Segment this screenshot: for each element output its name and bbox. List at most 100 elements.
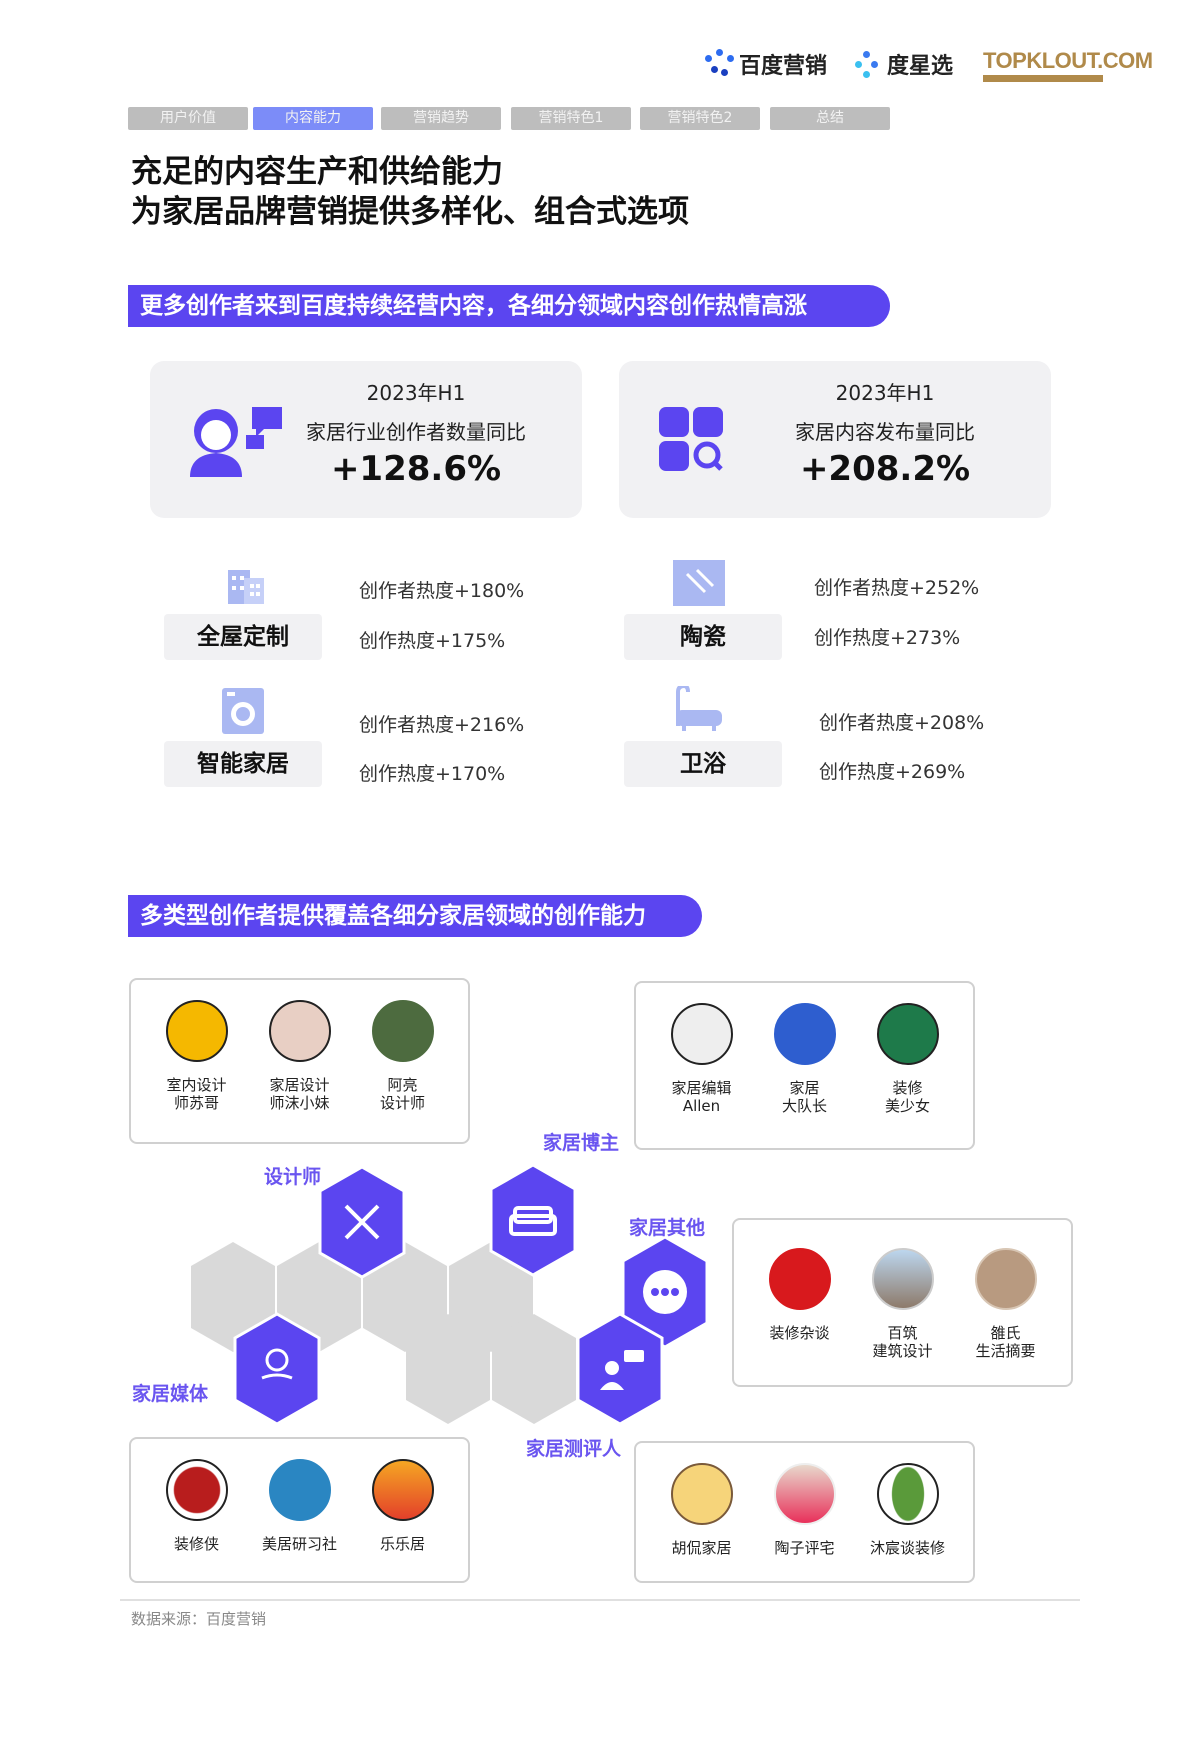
category-stat: 创作者热度+180% bbox=[359, 580, 525, 602]
apps-search-icon bbox=[659, 407, 723, 471]
category-stat: 创作热度+170% bbox=[359, 763, 506, 785]
avatar bbox=[974, 1248, 1037, 1310]
creator-icon bbox=[190, 407, 282, 477]
section2-banner: 多类型创作者提供覆盖各细分家居领域的创作能力 bbox=[128, 895, 702, 937]
more-dots-icon bbox=[643, 1270, 687, 1314]
creator-type-hex-cluster bbox=[191, 1163, 709, 1426]
category-whole-house: 全屋定制 bbox=[164, 614, 322, 660]
duxingxuan-logo: 度星选 bbox=[853, 48, 953, 80]
card-label: 家居内容发布量同比 bbox=[795, 420, 975, 444]
avatar bbox=[165, 1459, 228, 1521]
category-stat: 创作者热度+216% bbox=[359, 714, 525, 736]
creator-item[interactable]: 家居设计 师沫小妹 bbox=[255, 1000, 345, 1142]
duxingxuan-logo-icon bbox=[853, 49, 883, 79]
creator-item[interactable]: 乐乐居 bbox=[358, 1459, 448, 1581]
page-title-line2: 为家居品牌营销提供多样化、组合式选项 bbox=[131, 194, 689, 230]
card-label: 家居行业创作者数量同比 bbox=[306, 420, 526, 444]
creator-name: 装修 美少女 bbox=[884, 1079, 930, 1115]
globe-hand-icon bbox=[261, 1348, 293, 1380]
avatar bbox=[773, 1003, 836, 1065]
group-label-other: 家居其他 bbox=[629, 1217, 706, 1239]
person-chat-icon bbox=[600, 1350, 644, 1390]
category-stat: 创作者热度+252% bbox=[814, 577, 980, 599]
tab-marketing-trend[interactable]: 营销趋势 bbox=[381, 107, 501, 130]
section1-banner: 更多创作者来到百度持续经营内容，各细分领域内容创作热情高涨 bbox=[128, 285, 890, 327]
creator-item[interactable]: 沐宸谈装修 bbox=[863, 1463, 953, 1581]
hex-reviewer bbox=[576, 1312, 664, 1426]
creator-item[interactable]: 室内设计 师苏哥 bbox=[152, 1000, 242, 1142]
creator-name: 家居 大队长 bbox=[781, 1079, 827, 1115]
page-title-line1: 充足的内容生产和供给能力 bbox=[131, 154, 503, 190]
tab-summary[interactable]: 总结 bbox=[770, 107, 890, 130]
avatar bbox=[670, 1003, 733, 1065]
bathtub-icon bbox=[676, 686, 722, 731]
category-stat: 创作热度+175% bbox=[359, 630, 506, 652]
data-source: 数据来源：百度营销 bbox=[131, 1610, 267, 1628]
category-stat: 创作热度+269% bbox=[819, 761, 966, 783]
tile-icon bbox=[673, 560, 725, 606]
avatar bbox=[268, 1459, 331, 1521]
reviewer-box: 胡侃家居 陶子评宅 沐宸谈装修 bbox=[634, 1441, 975, 1583]
stat-card-creators: 2023年H1 家居行业创作者数量同比 +128.6% bbox=[150, 361, 582, 518]
card-value: +128.6% bbox=[330, 449, 502, 489]
topklout-logo: TOPKLOUT.COM bbox=[983, 48, 1153, 82]
topklout-logo-text: TOPKLOUT.COM bbox=[983, 48, 1153, 73]
avatar bbox=[768, 1248, 831, 1310]
creator-name: 沐宸谈装修 bbox=[869, 1539, 945, 1557]
creator-name: 乐乐居 bbox=[379, 1535, 425, 1553]
tab-user-value[interactable]: 用户价值 bbox=[128, 107, 248, 130]
creator-name: 陶子评宅 bbox=[774, 1539, 835, 1557]
baidu-marketing-logo: 百度营销 bbox=[705, 48, 827, 80]
card-period: 2023年H1 bbox=[835, 381, 935, 405]
avatar bbox=[871, 1248, 934, 1310]
category-smart-home: 智能家居 bbox=[164, 741, 322, 787]
group-label-blogger: 家居博主 bbox=[543, 1132, 620, 1154]
avatar bbox=[165, 1000, 228, 1062]
sofa-icon bbox=[509, 1206, 557, 1236]
creator-item[interactable]: 胡侃家居 bbox=[657, 1463, 747, 1581]
creator-item[interactable]: 美居研习社 bbox=[255, 1459, 345, 1581]
creator-name: 室内设计 师苏哥 bbox=[166, 1076, 227, 1112]
creator-item[interactable]: 装修侠 bbox=[152, 1459, 242, 1581]
card-period: 2023年H1 bbox=[366, 381, 466, 405]
creator-name: 家居编辑 Allen bbox=[671, 1079, 732, 1115]
category-bathroom: 卫浴 bbox=[624, 741, 782, 787]
creator-item[interactable]: 装修杂谈 bbox=[755, 1248, 845, 1385]
footer-divider bbox=[120, 1599, 1080, 1601]
creator-item[interactable]: 家居 大队长 bbox=[760, 1003, 850, 1148]
group-label-media: 家居媒体 bbox=[132, 1383, 209, 1405]
avatar bbox=[876, 1463, 939, 1525]
creator-item[interactable]: 阿亮 设计师 bbox=[358, 1000, 448, 1142]
card-value: +208.2% bbox=[799, 449, 971, 489]
creator-item[interactable]: 百筑 建筑设计 bbox=[858, 1248, 948, 1385]
avatar bbox=[670, 1463, 733, 1525]
other-box: 装修杂谈 百筑 建筑设计 雒氏 生活摘要 bbox=[732, 1218, 1073, 1387]
avatar bbox=[773, 1463, 836, 1525]
creator-name: 家居设计 师沫小妹 bbox=[269, 1076, 330, 1112]
tab-content-ability[interactable]: 内容能力 bbox=[253, 107, 373, 130]
duxingxuan-logo-text: 度星选 bbox=[887, 54, 954, 79]
group-label-reviewer: 家居测评人 bbox=[526, 1438, 622, 1460]
creator-item[interactable]: 雒氏 生活摘要 bbox=[961, 1248, 1051, 1385]
creator-name: 阿亮 设计师 bbox=[379, 1076, 425, 1112]
creator-name: 装修侠 bbox=[173, 1535, 219, 1553]
group-label-designer: 设计师 bbox=[264, 1166, 322, 1188]
creator-item[interactable]: 陶子评宅 bbox=[760, 1463, 850, 1581]
avatar bbox=[876, 1003, 939, 1065]
creator-name: 百筑 建筑设计 bbox=[872, 1324, 933, 1360]
tab-marketing-feature-1[interactable]: 营销特色1 bbox=[511, 107, 631, 130]
creator-item[interactable]: 装修 美少女 bbox=[863, 1003, 953, 1148]
baidu-logo-icon bbox=[705, 49, 735, 79]
building-icon bbox=[228, 570, 264, 604]
category-stat: 创作者热度+208% bbox=[819, 712, 985, 734]
avatar bbox=[371, 1459, 434, 1521]
tab-marketing-feature-2[interactable]: 营销特色2 bbox=[640, 107, 760, 130]
creator-name: 雒氏 生活摘要 bbox=[975, 1324, 1036, 1360]
media-box: 装修侠 美居研习社 乐乐居 bbox=[129, 1437, 470, 1583]
creator-item[interactable]: 家居编辑 Allen bbox=[657, 1003, 747, 1148]
avatar bbox=[371, 1000, 434, 1062]
creator-name: 胡侃家居 bbox=[671, 1539, 732, 1557]
category-stat: 创作热度+273% bbox=[814, 627, 961, 649]
category-ceramics: 陶瓷 bbox=[624, 614, 782, 660]
ruler-pencil-icon bbox=[344, 1204, 380, 1240]
